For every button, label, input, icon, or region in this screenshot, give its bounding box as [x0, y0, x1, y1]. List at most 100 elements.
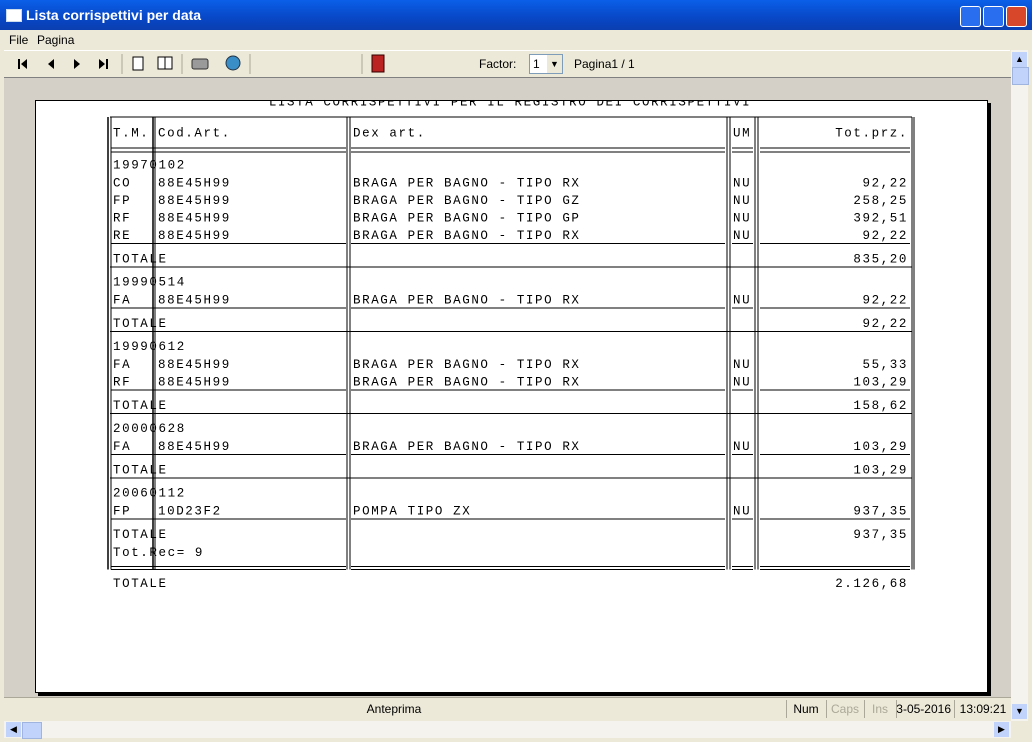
cell: FP: [113, 504, 131, 518]
report-title: LISTA CORRISPETTIVI PER IL REGISTRO DEI …: [269, 101, 751, 109]
column-header: UM: [733, 126, 751, 140]
title-bar: Lista corrispettivi per data: [0, 0, 1032, 30]
menu-bar: [0, 30, 1032, 49]
cell: RF: [113, 375, 131, 389]
cell: NU: [733, 375, 751, 389]
page-indicator: Pagina1 / 1: [574, 57, 635, 71]
cell: NU: [733, 229, 751, 243]
factor-select[interactable]: 1 ▼: [529, 54, 563, 74]
column-header: Dex art.: [353, 126, 426, 140]
cell: NU: [733, 504, 751, 518]
cell: BRAGA PER BAGNO - TIPO RX: [353, 375, 581, 389]
group-total: 937,35: [853, 528, 908, 542]
cell: 55,33: [862, 358, 908, 372]
status-ins: Ins: [864, 700, 895, 718]
two-page-button[interactable]: [157, 56, 166, 70]
cell: 88E45H99: [158, 176, 231, 190]
report: LISTA CORRISPETTIVI PER IL REGISTRO DEI …: [107, 101, 915, 591]
cell: POMPA TIPO ZX: [353, 504, 471, 518]
first-page-button[interactable]: [18, 59, 27, 69]
cell: BRAGA PER BAGNO - TIPO GZ: [353, 194, 581, 208]
cell: 258,25: [853, 194, 908, 208]
prev-page-button[interactable]: [48, 59, 54, 69]
status-num: Num: [786, 700, 825, 718]
window-title: Lista corrispettivi per data: [26, 7, 202, 23]
status-bar: [4, 697, 1011, 721]
cell: 88E45H99: [158, 194, 231, 208]
status-time: 13:09:21: [954, 700, 1011, 718]
group-total-label: TOTALE: [113, 317, 168, 331]
cell: NU: [733, 211, 751, 225]
group-date: 19990514: [113, 275, 186, 289]
cell: 88E45H99: [158, 358, 231, 372]
cell: FA: [113, 358, 131, 372]
cell: 88E45H99: [158, 229, 231, 243]
report-page: LISTA CORRISPETTIVI PER IL REGISTRO DEI …: [35, 100, 988, 693]
grand-total: 2.126,68: [835, 577, 908, 591]
close-button[interactable]: [1006, 6, 1027, 27]
group-total-label: TOTALE: [113, 252, 168, 266]
cell: CO: [113, 176, 131, 190]
cell: NU: [733, 293, 751, 307]
cell: BRAGA PER BAGNO - TIPO RX: [353, 358, 581, 372]
record-count: Tot.Rec= 9: [113, 546, 204, 560]
export-button[interactable]: [225, 55, 241, 71]
cell: 88E45H99: [158, 211, 231, 225]
cell: 103,29: [853, 375, 908, 389]
group-total: 835,20: [853, 252, 908, 266]
horizontal-scrollbar[interactable]: ◀ ▶: [4, 721, 1011, 739]
group-total: 92,22: [862, 317, 908, 331]
cell: BRAGA PER BAGNO - TIPO GP: [353, 211, 581, 225]
toolbar-icons: [18, 54, 385, 74]
menu-pagina[interactable]: Pagina: [37, 33, 75, 47]
cell: 88E45H99: [158, 440, 231, 454]
factor-value: 1: [533, 57, 540, 71]
cell: 10D23F2: [158, 504, 222, 518]
status-caps: Caps: [826, 700, 863, 718]
last-page-button[interactable]: [99, 59, 108, 69]
cell: 92,22: [862, 293, 908, 307]
cell: NU: [733, 194, 751, 208]
group-total-label: TOTALE: [113, 463, 168, 477]
cell: 88E45H99: [158, 293, 231, 307]
cell: 937,35: [853, 504, 908, 518]
vertical-scrollbar[interactable]: ▲ ▼: [1011, 50, 1029, 721]
column-header: Tot.prz.: [835, 126, 908, 140]
group-date: 20000628: [113, 422, 186, 436]
group-total-label: TOTALE: [113, 528, 168, 542]
cell: NU: [733, 440, 751, 454]
cell: BRAGA PER BAGNO - TIPO RX: [353, 440, 581, 454]
cell: BRAGA PER BAGNO - TIPO RX: [353, 229, 581, 243]
single-page-button[interactable]: [132, 56, 144, 71]
toolbar: [4, 50, 1010, 78]
group-total-label: TOTALE: [113, 399, 168, 413]
cell: 92,22: [862, 229, 908, 243]
menu-file[interactable]: File: [9, 33, 29, 47]
app-icon: [6, 9, 22, 22]
cell: FA: [113, 293, 131, 307]
cell: NU: [733, 358, 751, 372]
next-page-button[interactable]: [74, 59, 80, 69]
cell: RF: [113, 211, 131, 225]
column-header: T.M.: [113, 126, 149, 140]
minimize-button[interactable]: [960, 6, 981, 27]
cell: 103,29: [853, 440, 908, 454]
status-mode: Anteprima: [366, 702, 422, 716]
group-total: 103,29: [853, 463, 908, 477]
group-date: 19990612: [113, 340, 186, 354]
cell: BRAGA PER BAGNO - TIPO RX: [353, 176, 581, 190]
cell: 88E45H99: [158, 375, 231, 389]
column-header: Cod.Art.: [158, 126, 231, 140]
cell: RE: [113, 229, 131, 243]
group-total: 158,62: [853, 399, 908, 413]
cell: 92,22: [862, 176, 908, 190]
factor-label: Factor:: [479, 57, 517, 71]
grand-total-label: TOTALE: [113, 577, 168, 591]
group-date: 19970102: [113, 158, 186, 172]
cell: NU: [733, 176, 751, 190]
cell: FP: [113, 194, 131, 208]
print-button[interactable]: [191, 58, 209, 70]
restore-button[interactable]: [983, 6, 1004, 27]
exit-button[interactable]: [371, 54, 385, 73]
